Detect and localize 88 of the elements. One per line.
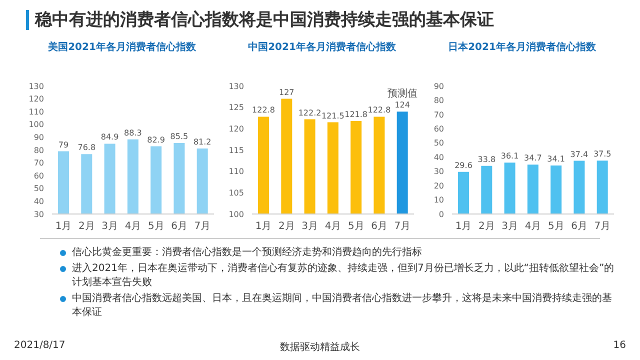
- chart-title: 美国2021年各月消费者信心指数: [47, 40, 197, 55]
- y-tick-label: 20: [434, 181, 444, 190]
- y-tick-label: 0: [438, 210, 444, 219]
- y-tick-label: 100: [228, 210, 244, 219]
- data-label: 79: [58, 140, 69, 150]
- x-tick-label: 6月: [571, 221, 588, 232]
- bar: [504, 162, 516, 214]
- x-tick-label: 5月: [548, 221, 564, 232]
- y-tick-label: 125: [228, 103, 244, 112]
- y-tick-label: 30: [34, 210, 44, 219]
- x-tick-label: 3月: [302, 221, 318, 232]
- x-tick-label: 6月: [171, 221, 188, 232]
- y-tick-label: 90: [434, 82, 444, 91]
- x-tick-label: 2月: [78, 221, 95, 232]
- text: 16: [613, 340, 626, 351]
- bar: [574, 160, 585, 214]
- chart-title: 中国2021年各月消费者信心指数: [247, 40, 397, 55]
- x-tick-label: 1月: [455, 221, 472, 232]
- bar: [458, 172, 469, 214]
- text: 数据驱动精益成长: [280, 342, 360, 353]
- x-tick-label: 4月: [124, 221, 142, 232]
- y-tick-label: 115: [228, 146, 244, 155]
- y-tick-label: 40: [434, 152, 444, 162]
- x-tick-label: 5月: [148, 221, 164, 232]
- text: 信心比黄金更重要：消费者信心指数是一个预测经济走势和消费趋向的先行指标: [72, 246, 422, 260]
- bar: [596, 160, 608, 214]
- data-label: 122.8: [368, 106, 391, 115]
- y-tick-label: 60: [434, 124, 444, 134]
- data-label: 88.3: [124, 128, 142, 138]
- data-label: 34.1: [547, 154, 565, 164]
- data-label: 34.7: [524, 154, 542, 163]
- y-tick-label: 40: [34, 197, 44, 206]
- bar: [527, 164, 538, 214]
- data-label: 121.5: [321, 111, 344, 120]
- y-tick-label: 130: [228, 82, 244, 91]
- data-label: 76.8: [78, 143, 96, 152]
- y-tick-label: 110: [28, 107, 44, 116]
- y-tick-label: 70: [434, 110, 444, 120]
- text: 2021/8/17: [14, 340, 66, 351]
- text: 稳中有进的消费者信心指数将是中国消费持续走强的基本保证: [35, 9, 494, 31]
- y-tick-label: 90: [34, 133, 44, 142]
- y-tick-label: 80: [34, 146, 44, 155]
- y-tick-label: 60: [34, 171, 44, 180]
- x-tick-label: 3月: [102, 221, 118, 232]
- x-tick-label: 5月: [348, 221, 364, 232]
- y-tick-label: 50: [34, 184, 44, 194]
- x-tick-label: 4月: [524, 221, 542, 232]
- x-tick-label: 2月: [278, 221, 295, 232]
- y-tick-label: 70: [34, 158, 44, 168]
- x-tick-label: 7月: [594, 221, 611, 232]
- data-label: 82.9: [147, 135, 165, 144]
- x-tick-label: 3月: [502, 221, 518, 232]
- annotation: 预测值: [387, 88, 418, 100]
- data-label: 81.2: [193, 137, 212, 146]
- data-label: 127: [279, 88, 294, 97]
- y-tick-label: 100: [28, 120, 44, 130]
- y-tick-label: 30: [434, 167, 444, 176]
- y-tick-label: 110: [228, 167, 244, 176]
- data-label: 37.4: [570, 150, 588, 159]
- x-tick-label: 1月: [55, 221, 72, 232]
- x-tick-label: 4月: [324, 221, 342, 232]
- data-label: 85.5: [170, 132, 188, 141]
- data-label: 124: [394, 100, 410, 110]
- data-label: 29.6: [454, 160, 472, 170]
- bar: [550, 166, 562, 214]
- y-tick-label: 10: [434, 196, 444, 205]
- y-tick-label: 105: [228, 188, 244, 198]
- data-label: 121.8: [344, 110, 368, 119]
- y-tick-label: 50: [434, 138, 444, 148]
- y-tick-label: 80: [434, 96, 444, 106]
- y-tick-label: 130: [28, 82, 44, 91]
- chart-title: 日本2021年各月消费者信心指数: [447, 40, 597, 55]
- x-tick-label: 7月: [194, 221, 211, 232]
- data-label: 122.2: [298, 108, 322, 118]
- x-tick-label: 1月: [255, 221, 272, 232]
- text: 中国消费者信心指数远超美国、日本，且在奥运期间，中国消费者信心指数进一步攀升，这将是未来中国消费持续走强的基本保证: [72, 292, 613, 320]
- text: 进入2021年，日本在奥运带动下，消费者信心有复苏的迹象、持续走强，但到7月份已增长乏力，以此“扭转低欲望社会”的计划基本宣告失败: [72, 262, 616, 290]
- data-label: 122.8: [252, 106, 275, 115]
- x-tick-label: 6月: [371, 221, 388, 232]
- x-tick-label: 2月: [478, 221, 495, 232]
- bar: [481, 166, 492, 214]
- data-label: 36.1: [500, 152, 519, 161]
- data-label: 37.5: [593, 150, 612, 159]
- data-label: 33.8: [478, 154, 496, 164]
- y-tick-label: 120: [28, 94, 44, 104]
- data-label: 84.9: [100, 132, 119, 142]
- x-tick-label: 7月: [394, 221, 411, 232]
- y-tick-label: 120: [228, 124, 244, 134]
